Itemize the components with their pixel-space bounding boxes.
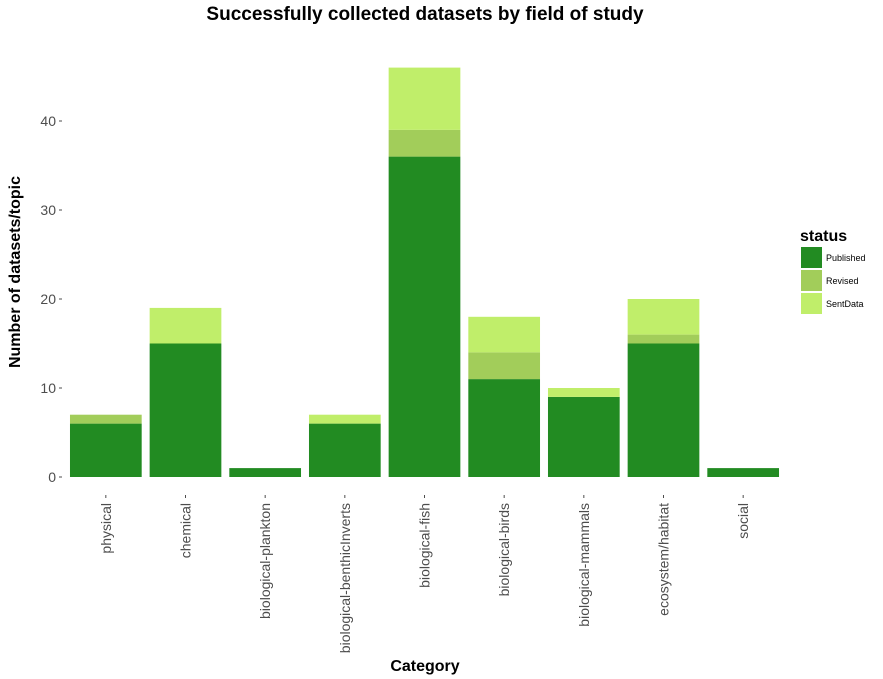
bar-published	[547, 396, 620, 477]
bar-revised	[388, 129, 461, 157]
bar-published	[388, 156, 461, 477]
legend-label: Revised	[826, 276, 859, 286]
x-tick-label: biological-birds	[496, 503, 512, 596]
bar-revised	[69, 414, 142, 424]
legend-swatch-revised	[801, 270, 822, 291]
bar-published	[627, 343, 700, 477]
bar-sentdata	[468, 316, 541, 353]
chart-title: Successfully collected datasets by field…	[206, 4, 644, 25]
bar-revised	[468, 352, 541, 380]
legend-label: SentData	[826, 299, 864, 309]
bar-published	[229, 468, 302, 477]
y-tick-label: 0	[48, 469, 56, 485]
legend-swatch-published	[801, 247, 822, 268]
bar-published	[468, 379, 541, 477]
x-tick-label: biological-mammals	[576, 503, 592, 627]
bar-published	[149, 343, 222, 477]
y-tick-label: 30	[40, 202, 56, 218]
x-tick-label: chemical	[178, 503, 194, 558]
bar-published	[308, 423, 381, 477]
y-tick-label: 10	[40, 380, 56, 396]
legend-swatch-sentdata	[801, 293, 822, 314]
y-axis: 0 10 20 30 40	[40, 113, 62, 485]
x-tick-label: ecosystem/habitat	[656, 503, 672, 616]
x-tick-label: biological-plankton	[257, 503, 273, 619]
bar-published	[69, 423, 142, 477]
y-tick-label: 20	[40, 291, 56, 307]
x-tick-label: social	[735, 503, 751, 539]
x-tick-label: physical	[98, 503, 114, 554]
legend: status Published Revised SentData	[800, 228, 866, 314]
bar-revised	[627, 334, 700, 344]
bar-sentdata	[308, 414, 381, 424]
x-tick-label: biological-fish	[417, 503, 433, 588]
x-tick-label: biological-benthicInverts	[337, 503, 353, 653]
legend-label: Published	[826, 253, 866, 263]
x-axis: physical chemical biological-plankton biolo…	[98, 495, 751, 653]
bar-sentdata	[547, 388, 620, 397]
bar-sentdata	[627, 299, 700, 335]
y-axis-title: Number of datasets/topic	[7, 176, 24, 368]
bar-sentdata	[388, 67, 461, 130]
x-axis-title: Category	[390, 658, 459, 675]
y-tick-label: 40	[40, 113, 56, 129]
bar-published	[707, 468, 780, 477]
legend-title: status	[800, 228, 847, 245]
bar-sentdata	[149, 307, 222, 344]
bars	[69, 67, 780, 477]
